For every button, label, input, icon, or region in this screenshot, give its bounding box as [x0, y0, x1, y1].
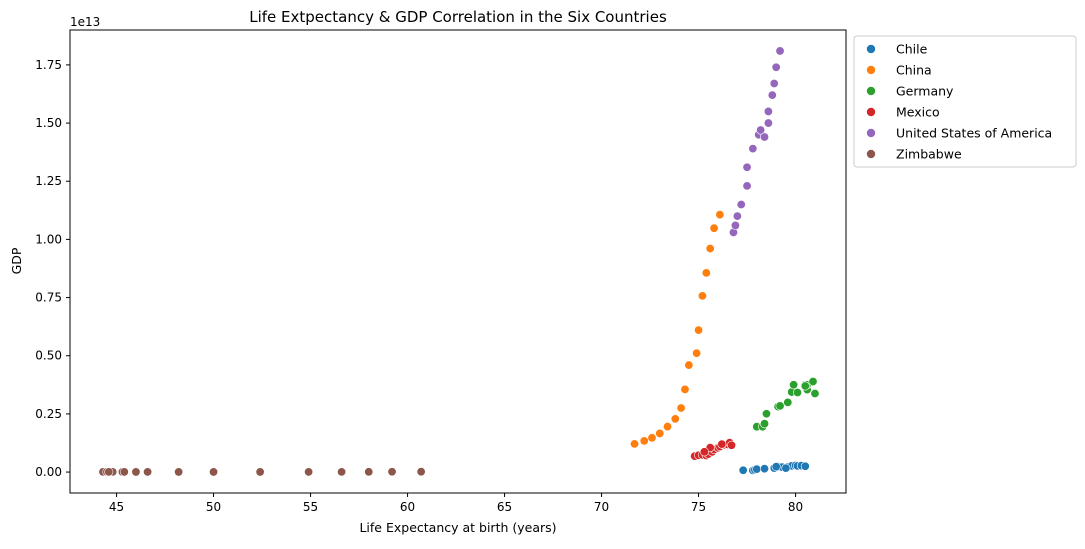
chart-title: Life Extpectancy & GDP Correlation in th… [249, 8, 667, 26]
data-point [416, 467, 426, 477]
data-point [709, 223, 719, 233]
x-tick-label: 60 [400, 500, 415, 514]
data-point [694, 325, 704, 335]
legend-frame [853, 35, 1077, 168]
data-point [104, 467, 114, 477]
data-point [767, 90, 777, 100]
data-point [663, 422, 673, 432]
legend-marker [866, 128, 876, 138]
data-point [630, 439, 640, 449]
x-axis-ticks: 45 50 55 60 65 70 75 80 [109, 493, 803, 514]
legend-marker [866, 44, 876, 54]
data-point [209, 467, 219, 477]
data-point [760, 419, 770, 429]
legend-marker [866, 149, 876, 159]
data-point [730, 220, 740, 230]
x-tick-label: 45 [109, 500, 124, 514]
x-axis-label: Life Expectancy at birth (years) [359, 520, 556, 535]
legend-label: Chile [896, 42, 928, 57]
y-tick-label: 0.75 [35, 291, 62, 305]
data-point [705, 244, 715, 254]
y-tick-label: 0.00 [35, 465, 62, 479]
y-axis-label: GDP [9, 247, 24, 274]
data-point [143, 467, 153, 477]
legend-label: Germany [896, 84, 954, 99]
legend-label: United States of America [896, 126, 1052, 141]
data-point [792, 388, 802, 398]
data-point [763, 106, 773, 116]
data-point [692, 348, 702, 358]
data-point [701, 268, 711, 278]
data-point [760, 464, 770, 474]
x-tick-label: 50 [206, 500, 221, 514]
data-point [727, 440, 737, 450]
data-point [364, 467, 374, 477]
data-point [670, 414, 680, 424]
data-point [174, 467, 184, 477]
data-point [789, 380, 799, 390]
data-point [699, 447, 709, 457]
data-point [715, 210, 725, 220]
legend-label: Mexico [896, 105, 940, 120]
data-point [387, 467, 397, 477]
data-point [761, 409, 771, 419]
data-point [756, 125, 766, 135]
x-tick-label: 75 [691, 500, 706, 514]
legend-marker [866, 86, 876, 96]
data-point [769, 79, 779, 89]
data-point [738, 465, 748, 475]
data-point [800, 381, 810, 391]
data-point [808, 377, 818, 387]
y-tick-label: 0.25 [35, 407, 62, 421]
data-point [676, 403, 686, 413]
x-tick-label: 65 [497, 500, 512, 514]
data-point [717, 439, 727, 449]
data-points [98, 46, 820, 477]
data-point [771, 62, 781, 72]
y-tick-label: 1.00 [35, 232, 62, 246]
data-point [775, 401, 785, 411]
data-point [337, 467, 347, 477]
legend-label: China [896, 63, 932, 78]
x-tick-label: 80 [788, 500, 803, 514]
data-point [771, 462, 781, 472]
data-point [255, 467, 265, 477]
data-point [760, 132, 770, 142]
legend-marker [866, 65, 876, 75]
data-point [781, 463, 791, 473]
y-tick-label: 1.25 [35, 174, 62, 188]
data-point [775, 46, 785, 56]
data-point [752, 464, 762, 474]
data-point [680, 384, 690, 394]
y-tick-label: 1.50 [35, 116, 62, 130]
legend-marker [866, 107, 876, 117]
data-point [119, 467, 129, 477]
data-point [810, 389, 820, 399]
x-tick-label: 70 [594, 500, 609, 514]
data-point [732, 211, 742, 221]
data-point [763, 118, 773, 128]
y-axis-ticks: 0.00 0.25 0.50 0.75 1.00 1.25 1.50 1.75 [35, 58, 70, 479]
legend: Chile China Germany Mexico United States of … [853, 35, 1077, 168]
data-point [783, 397, 793, 407]
plot-frame [69, 29, 847, 494]
data-point [684, 360, 694, 370]
x-tick-label: 55 [303, 500, 318, 514]
y-tick-label: 1.75 [35, 58, 62, 72]
data-point [697, 291, 707, 301]
data-point [639, 436, 649, 446]
y-offset-label: 1e13 [70, 15, 100, 29]
data-point [748, 144, 758, 154]
data-point [304, 467, 314, 477]
data-point [742, 181, 752, 191]
data-point [131, 467, 141, 477]
data-point [800, 461, 810, 471]
data-point [742, 162, 752, 172]
data-point [655, 428, 665, 438]
data-point [736, 199, 746, 209]
data-point [647, 433, 657, 443]
legend-label: Zimbabwe [896, 147, 962, 162]
y-tick-label: 0.50 [35, 349, 62, 363]
